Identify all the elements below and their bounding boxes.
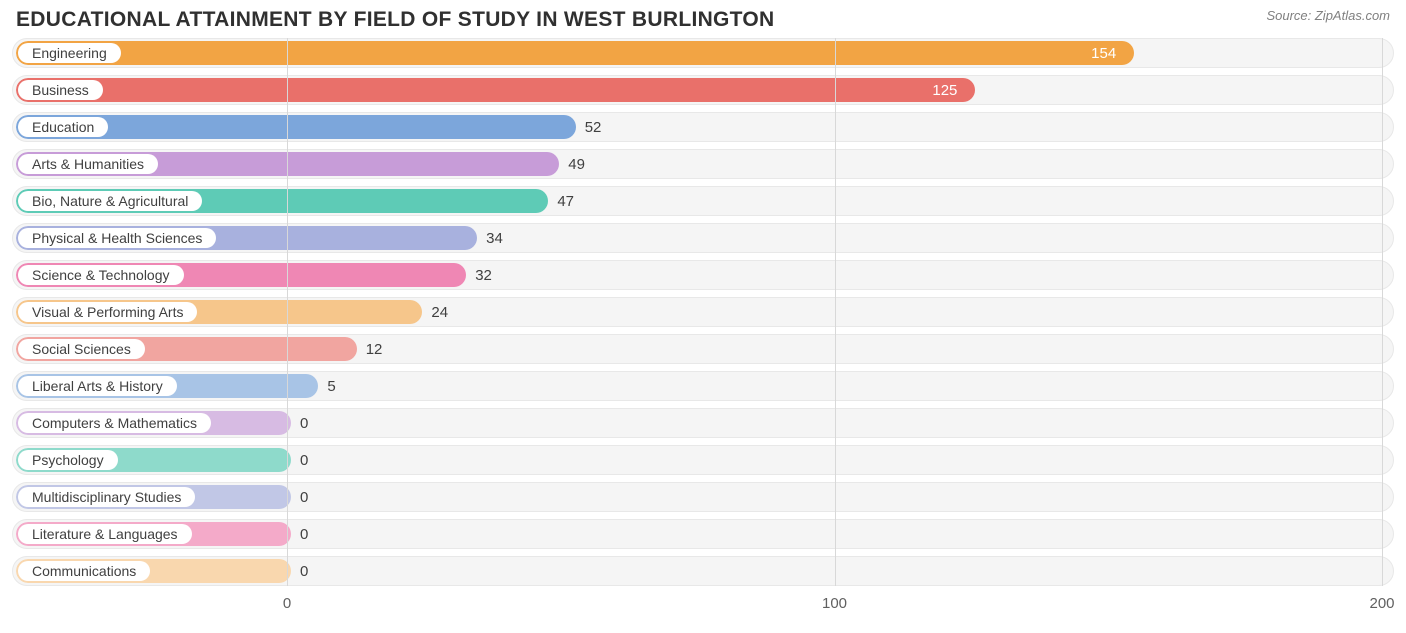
- bar-value: 5: [327, 372, 335, 400]
- bar-label: Business: [18, 80, 103, 100]
- bar-label: Science & Technology: [18, 265, 184, 285]
- chart-area: Engineering154Business125Education52Arts…: [12, 38, 1394, 621]
- bar-label: Social Sciences: [18, 339, 145, 359]
- bar-value: 34: [486, 224, 503, 252]
- header: EDUCATIONAL ATTAINMENT BY FIELD OF STUDY…: [12, 8, 1394, 38]
- bar-label: Multidisciplinary Studies: [18, 487, 195, 507]
- bar-value: 47: [557, 187, 574, 215]
- bar-label: Arts & Humanities: [18, 154, 158, 174]
- bar: [16, 78, 975, 102]
- bar-label: Bio, Nature & Agricultural: [18, 191, 202, 211]
- bar-label: Education: [18, 117, 108, 137]
- bar-track: [16, 374, 1390, 398]
- gridline: [287, 38, 288, 586]
- bar-label: Physical & Health Sciences: [18, 228, 216, 248]
- bar-track: [16, 485, 1390, 509]
- bar-row: Visual & Performing Arts 24: [12, 297, 1394, 327]
- bar-track: [16, 115, 1390, 139]
- bars-wrap: Engineering154Business125Education52Arts…: [12, 38, 1394, 586]
- bar-label: Engineering: [18, 43, 121, 63]
- bar-track: [16, 300, 1390, 324]
- bar-track: [16, 448, 1390, 472]
- bar-label: Visual & Performing Arts: [18, 302, 197, 322]
- bar-row: Liberal Arts & History 5: [12, 371, 1394, 401]
- bar-label: Communications: [18, 561, 150, 581]
- axis-tick-label: 200: [1369, 595, 1394, 612]
- bar-track: [16, 522, 1390, 546]
- bar-track: [16, 226, 1390, 250]
- bar: [16, 41, 1134, 65]
- bar-track: [16, 152, 1390, 176]
- gridline: [1382, 38, 1383, 586]
- bar-value: 125: [932, 76, 1379, 104]
- bar-value: 0: [300, 520, 308, 548]
- gridline: [835, 38, 836, 586]
- bar-value: 0: [300, 557, 308, 585]
- bar-row: Bio, Nature & Agricultural 47: [12, 186, 1394, 216]
- bar-row: Multidisciplinary Studies 0: [12, 482, 1394, 512]
- bar-row: Engineering 154: [12, 38, 1394, 68]
- bar-track: [16, 189, 1390, 213]
- bar-track: [16, 411, 1390, 435]
- bar-row: Literature & Languages 0: [12, 519, 1394, 549]
- bar-track: [16, 559, 1390, 583]
- bar-row: Physical & Health Sciences 34: [12, 223, 1394, 253]
- bar-value: 49: [568, 150, 585, 178]
- bar-value: 154: [1091, 39, 1379, 67]
- bar-label: Computers & Mathematics: [18, 413, 211, 433]
- bar-value: 0: [300, 409, 308, 437]
- bar-row: Communications 0: [12, 556, 1394, 586]
- bar-label: Psychology: [18, 450, 118, 470]
- bar-row: Social Sciences 12: [12, 334, 1394, 364]
- bar-row: Business 125: [12, 75, 1394, 105]
- x-axis: 0 100 200: [12, 593, 1394, 621]
- bar-label: Liberal Arts & History: [18, 376, 177, 396]
- bar-value: 0: [300, 446, 308, 474]
- bar-value: 52: [585, 113, 602, 141]
- bar-row: Education 52: [12, 112, 1394, 142]
- axis-tick-label: 100: [822, 595, 847, 612]
- bar-row: Science & Technology 32: [12, 260, 1394, 290]
- source-label: Source: ZipAtlas.com: [1266, 8, 1390, 23]
- bar-row: Psychology 0: [12, 445, 1394, 475]
- bar-value: 24: [431, 298, 448, 326]
- bar-label: Literature & Languages: [18, 524, 192, 544]
- chart-container: EDUCATIONAL ATTAINMENT BY FIELD OF STUDY…: [0, 0, 1406, 633]
- bar-value: 12: [366, 335, 383, 363]
- chart-title: EDUCATIONAL ATTAINMENT BY FIELD OF STUDY…: [16, 8, 775, 32]
- axis-tick-label: 0: [283, 595, 291, 612]
- bar-row: Computers & Mathematics 0: [12, 408, 1394, 438]
- bar-track: [16, 337, 1390, 361]
- bar-value: 32: [475, 261, 492, 289]
- bar-value: 0: [300, 483, 308, 511]
- bar-row: Arts & Humanities 49: [12, 149, 1394, 179]
- bar-track: [16, 263, 1390, 287]
